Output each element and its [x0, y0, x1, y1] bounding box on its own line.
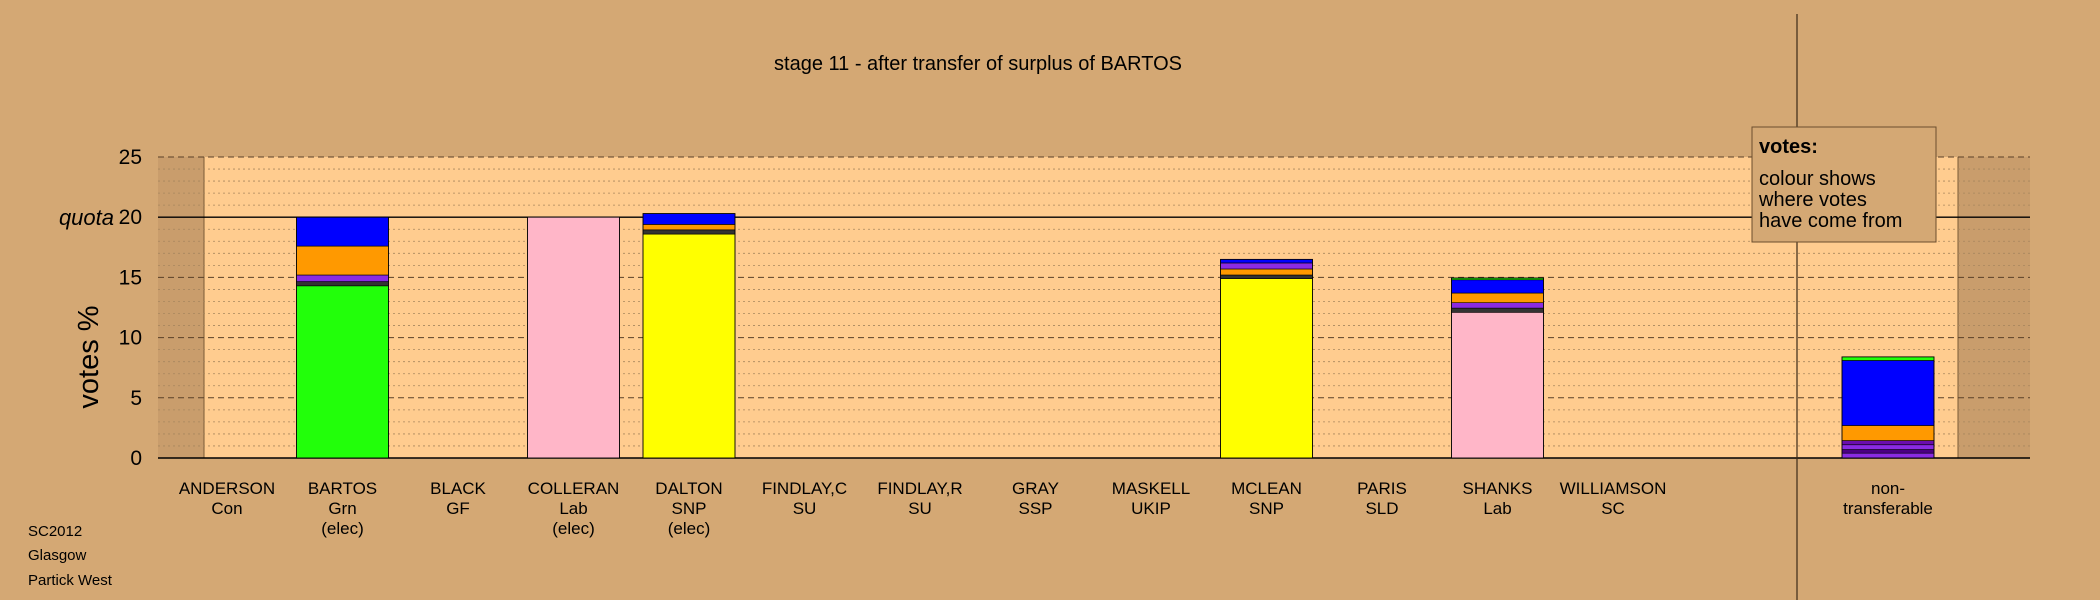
- bar-outline: [1220, 258, 1313, 459]
- quota-label: quota: [59, 205, 114, 230]
- bar-segment: [1841, 356, 1935, 361]
- bar-stack: [296, 216, 389, 459]
- candidate-name-label: non-: [1871, 479, 1905, 498]
- bar-stack: [1841, 356, 1935, 459]
- candidate-name-label: MCLEAN: [1231, 479, 1302, 498]
- bar-stack: [1451, 277, 1544, 459]
- bar-segment: [1841, 444, 1935, 450]
- candidate-party-label: Lab: [559, 499, 587, 518]
- plot-inner-area: [204, 157, 1958, 458]
- bar-outline: [296, 216, 389, 459]
- bar-outline: [527, 216, 620, 459]
- legend-box: votes: colour shows where votes have com…: [1751, 126, 1937, 243]
- bar-segment: [1220, 268, 1313, 276]
- y-tick-label: 5: [130, 387, 142, 410]
- legend-frame: [1751, 126, 1937, 243]
- bar-outline: [1451, 277, 1544, 459]
- bar-segment: [527, 216, 620, 459]
- candidate-status-label: (elec): [321, 519, 364, 538]
- candidate-name-label: PARIS: [1357, 479, 1407, 498]
- candidate-name-label: COLLERAN: [528, 479, 620, 498]
- candidate-party-label: SC: [1601, 499, 1625, 518]
- legend-line-1: colour shows: [1759, 168, 1876, 190]
- candidate-name-label: BLACK: [430, 479, 486, 498]
- bar-stack: [642, 213, 736, 459]
- y-tick-label: 15: [119, 266, 142, 289]
- candidate-name-label: SHANKS: [1463, 479, 1533, 498]
- candidate-name-label: BARTOS: [308, 479, 377, 498]
- bar-stack: [527, 216, 620, 459]
- bar-segment: [1841, 449, 1935, 454]
- candidate-party-label: SNP: [1249, 499, 1284, 518]
- candidate-name-label: DALTON: [655, 479, 722, 498]
- candidate-party-label: transferable: [1843, 499, 1933, 518]
- candidate-party-label: SNP: [672, 499, 707, 518]
- bar-segment: [642, 233, 736, 459]
- bar-segment: [296, 281, 389, 287]
- y-tick-label: 20: [119, 206, 142, 229]
- candidate-party-label: GF: [446, 499, 470, 518]
- y-tick-label: 10: [119, 327, 142, 350]
- bar-segment: [1451, 307, 1544, 313]
- candidate-name-label: MASKELL: [1112, 479, 1190, 498]
- candidate-name-label: ANDERSON: [179, 479, 275, 498]
- y-tick-label: 0: [130, 447, 142, 470]
- legend-line-2: where votes: [1758, 189, 1867, 211]
- candidate-name-label: WILLIAMSON: [1560, 479, 1667, 498]
- bar-segment: [1841, 360, 1935, 426]
- bar-segment: [642, 213, 736, 225]
- bar-segment: [642, 224, 736, 231]
- bar-outline: [642, 213, 736, 459]
- bar-segment: [1220, 274, 1313, 279]
- candidate-name-label: FINDLAY,R: [877, 479, 962, 498]
- bar-stack: [1220, 258, 1313, 459]
- bar-segment: [1841, 425, 1935, 441]
- bar-outline: [1841, 356, 1935, 459]
- bar-segment: [1841, 440, 1935, 446]
- bar-segment: [296, 216, 389, 247]
- candidate-name-label: FINDLAY,C: [762, 479, 847, 498]
- y-axis-label: votes %: [73, 305, 105, 408]
- bar-segment: [1451, 312, 1544, 459]
- candidate-status-label: (elec): [668, 519, 711, 538]
- candidate-party-label: SSP: [1018, 499, 1052, 518]
- candidate-party-label: UKIP: [1131, 499, 1171, 518]
- candidate-party-label: SU: [908, 499, 932, 518]
- bar-segment: [1451, 302, 1544, 309]
- candidate-status-label: (elec): [552, 519, 595, 538]
- candidate-party-label: SLD: [1365, 499, 1398, 518]
- bar-segment: [1220, 259, 1313, 264]
- bar-segment: [1220, 262, 1313, 270]
- footer-line-1: SC2012: [28, 523, 82, 540]
- bar-segment: [642, 229, 736, 235]
- legend-line-3: have come from: [1759, 210, 1902, 232]
- bar-segment: [1220, 278, 1313, 459]
- y-tick-label: 25: [119, 146, 142, 169]
- candidate-party-label: Grn: [328, 499, 356, 518]
- candidate-name-label: GRAY: [1012, 479, 1059, 498]
- footer-line-3: Partick West: [28, 572, 113, 589]
- bar-segment: [1451, 279, 1544, 294]
- chart-title: stage 11 - after transfer of surplus of …: [774, 53, 1182, 75]
- bar-segment: [296, 285, 389, 459]
- bar-segment: [1451, 292, 1544, 303]
- candidate-party-label: Lab: [1483, 499, 1511, 518]
- footer-line-2: Glasgow: [28, 547, 87, 564]
- bar-segment: [1841, 452, 1935, 459]
- bar-segment: [296, 274, 389, 282]
- candidate-party-label: SU: [793, 499, 817, 518]
- legend-title: votes:: [1759, 136, 1818, 158]
- candidate-party-label: Con: [211, 499, 242, 518]
- bar-segment: [296, 245, 389, 276]
